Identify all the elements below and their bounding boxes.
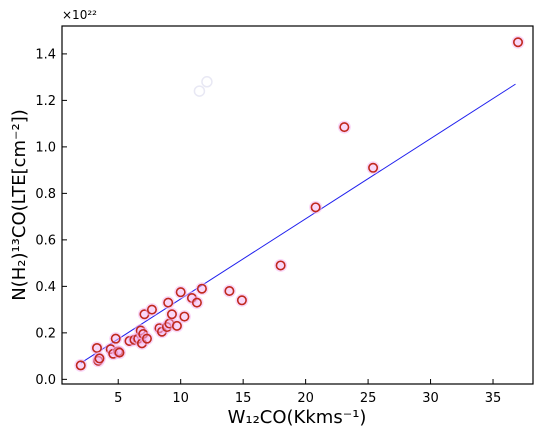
fit-line-group bbox=[80, 83, 516, 364]
x-tick-label: 5 bbox=[114, 391, 122, 406]
data-point-marker bbox=[75, 360, 86, 371]
data-point bbox=[309, 200, 323, 214]
y-tick-label: 1.4 bbox=[35, 47, 56, 62]
y-axis-ticks: 0.0 0.2 0.4 0.6 0.8 1.0 1.2 1.4 bbox=[35, 47, 67, 388]
data-point-marker bbox=[310, 202, 321, 213]
y-tick-label: 0.4 bbox=[35, 280, 56, 295]
data-point bbox=[74, 358, 88, 372]
data-point bbox=[235, 293, 249, 307]
data-point bbox=[161, 296, 175, 310]
data-point bbox=[145, 303, 159, 317]
faint-point bbox=[201, 76, 213, 88]
axes bbox=[61, 25, 534, 385]
data-point-marker bbox=[513, 37, 524, 48]
faint-points-group bbox=[193, 76, 213, 97]
data-point bbox=[274, 258, 288, 272]
data-point-marker bbox=[368, 162, 379, 173]
data-point-marker bbox=[146, 304, 157, 315]
data-point bbox=[109, 332, 123, 346]
data-point-marker bbox=[110, 333, 121, 344]
data-point bbox=[177, 310, 191, 324]
data-point bbox=[140, 332, 154, 346]
data-point-marker bbox=[191, 297, 202, 308]
faint-point bbox=[193, 85, 206, 97]
fit-line bbox=[80, 83, 516, 364]
y-scale-note: ×10²² bbox=[62, 8, 97, 22]
data-point bbox=[190, 296, 204, 310]
data-point-marker bbox=[224, 286, 235, 297]
data-points-group bbox=[74, 35, 525, 372]
y-tick-label: 0.0 bbox=[35, 373, 56, 388]
data-point-marker bbox=[196, 283, 207, 294]
y-tick-label: 0.6 bbox=[35, 233, 56, 248]
data-point bbox=[92, 351, 106, 365]
data-point-marker bbox=[339, 122, 350, 133]
y-axis-label: N(H₂)¹³CO(LTE[cm⁻²]) bbox=[9, 109, 30, 301]
data-point bbox=[170, 319, 184, 333]
x-tick-label: 15 bbox=[235, 391, 252, 406]
x-tick-label: 30 bbox=[422, 391, 439, 406]
plot-frame bbox=[61, 25, 534, 385]
x-axis-ticks: 5 10 15 20 25 30 35 bbox=[114, 379, 501, 406]
data-point-marker bbox=[163, 297, 174, 308]
data-point bbox=[511, 35, 525, 49]
y-tick-label: 1.2 bbox=[35, 94, 56, 109]
data-point-marker bbox=[166, 309, 177, 320]
data-point bbox=[90, 341, 104, 355]
x-tick-label: 25 bbox=[360, 391, 377, 406]
x-axis-label: W₁₂CO(Kkms⁻¹) bbox=[228, 407, 367, 428]
data-point bbox=[112, 346, 126, 360]
y-tick-label: 0.2 bbox=[35, 326, 56, 341]
data-point-marker bbox=[91, 342, 102, 353]
data-point bbox=[195, 282, 209, 296]
data-point-marker bbox=[141, 333, 152, 344]
data-point-marker bbox=[236, 295, 247, 306]
data-point bbox=[222, 284, 236, 298]
data-point bbox=[174, 285, 188, 299]
data-point bbox=[165, 307, 179, 321]
data-point-marker bbox=[179, 311, 190, 322]
data-point-marker bbox=[175, 287, 186, 298]
data-point bbox=[366, 161, 380, 175]
data-point-marker bbox=[275, 260, 286, 271]
x-tick-label: 10 bbox=[172, 391, 189, 406]
y-tick-label: 1.0 bbox=[35, 140, 56, 155]
x-tick-label: 20 bbox=[297, 391, 314, 406]
x-tick-label: 35 bbox=[485, 391, 502, 406]
data-point-marker bbox=[114, 347, 125, 358]
data-point bbox=[337, 120, 351, 134]
y-tick-label: 0.8 bbox=[35, 187, 56, 202]
data-point-marker bbox=[94, 353, 105, 364]
data-point-marker bbox=[171, 320, 182, 331]
